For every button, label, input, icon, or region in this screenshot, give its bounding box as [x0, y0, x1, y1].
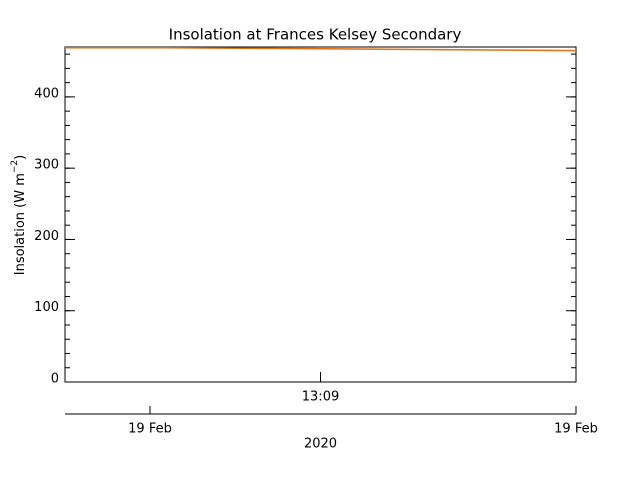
chart-title: Insolation at Frances Kelsey Secondary: [169, 26, 462, 44]
y-axis-label-sup: −2: [10, 160, 20, 173]
y-tick-label: 100: [34, 300, 59, 315]
date-tick-label: 19 Feb: [128, 422, 172, 437]
date-axis-label: 2020: [304, 437, 337, 452]
y-tick-label: 300: [34, 158, 59, 173]
date-tick-label: 19 Feb: [554, 422, 598, 437]
y-tick-label: 0: [51, 372, 59, 387]
x-tick-label: 13:09: [302, 390, 339, 405]
plot-frame: [64, 46, 577, 383]
y-axis-label-end: ): [13, 155, 28, 160]
y-axis-label: Insolation (W m−2): [10, 155, 28, 276]
y-tick-label: 400: [34, 86, 59, 101]
y-axis-label-text: Insolation (W m: [13, 173, 28, 275]
y-tick-label: 200: [34, 229, 59, 244]
data-line: [65, 46, 577, 52]
